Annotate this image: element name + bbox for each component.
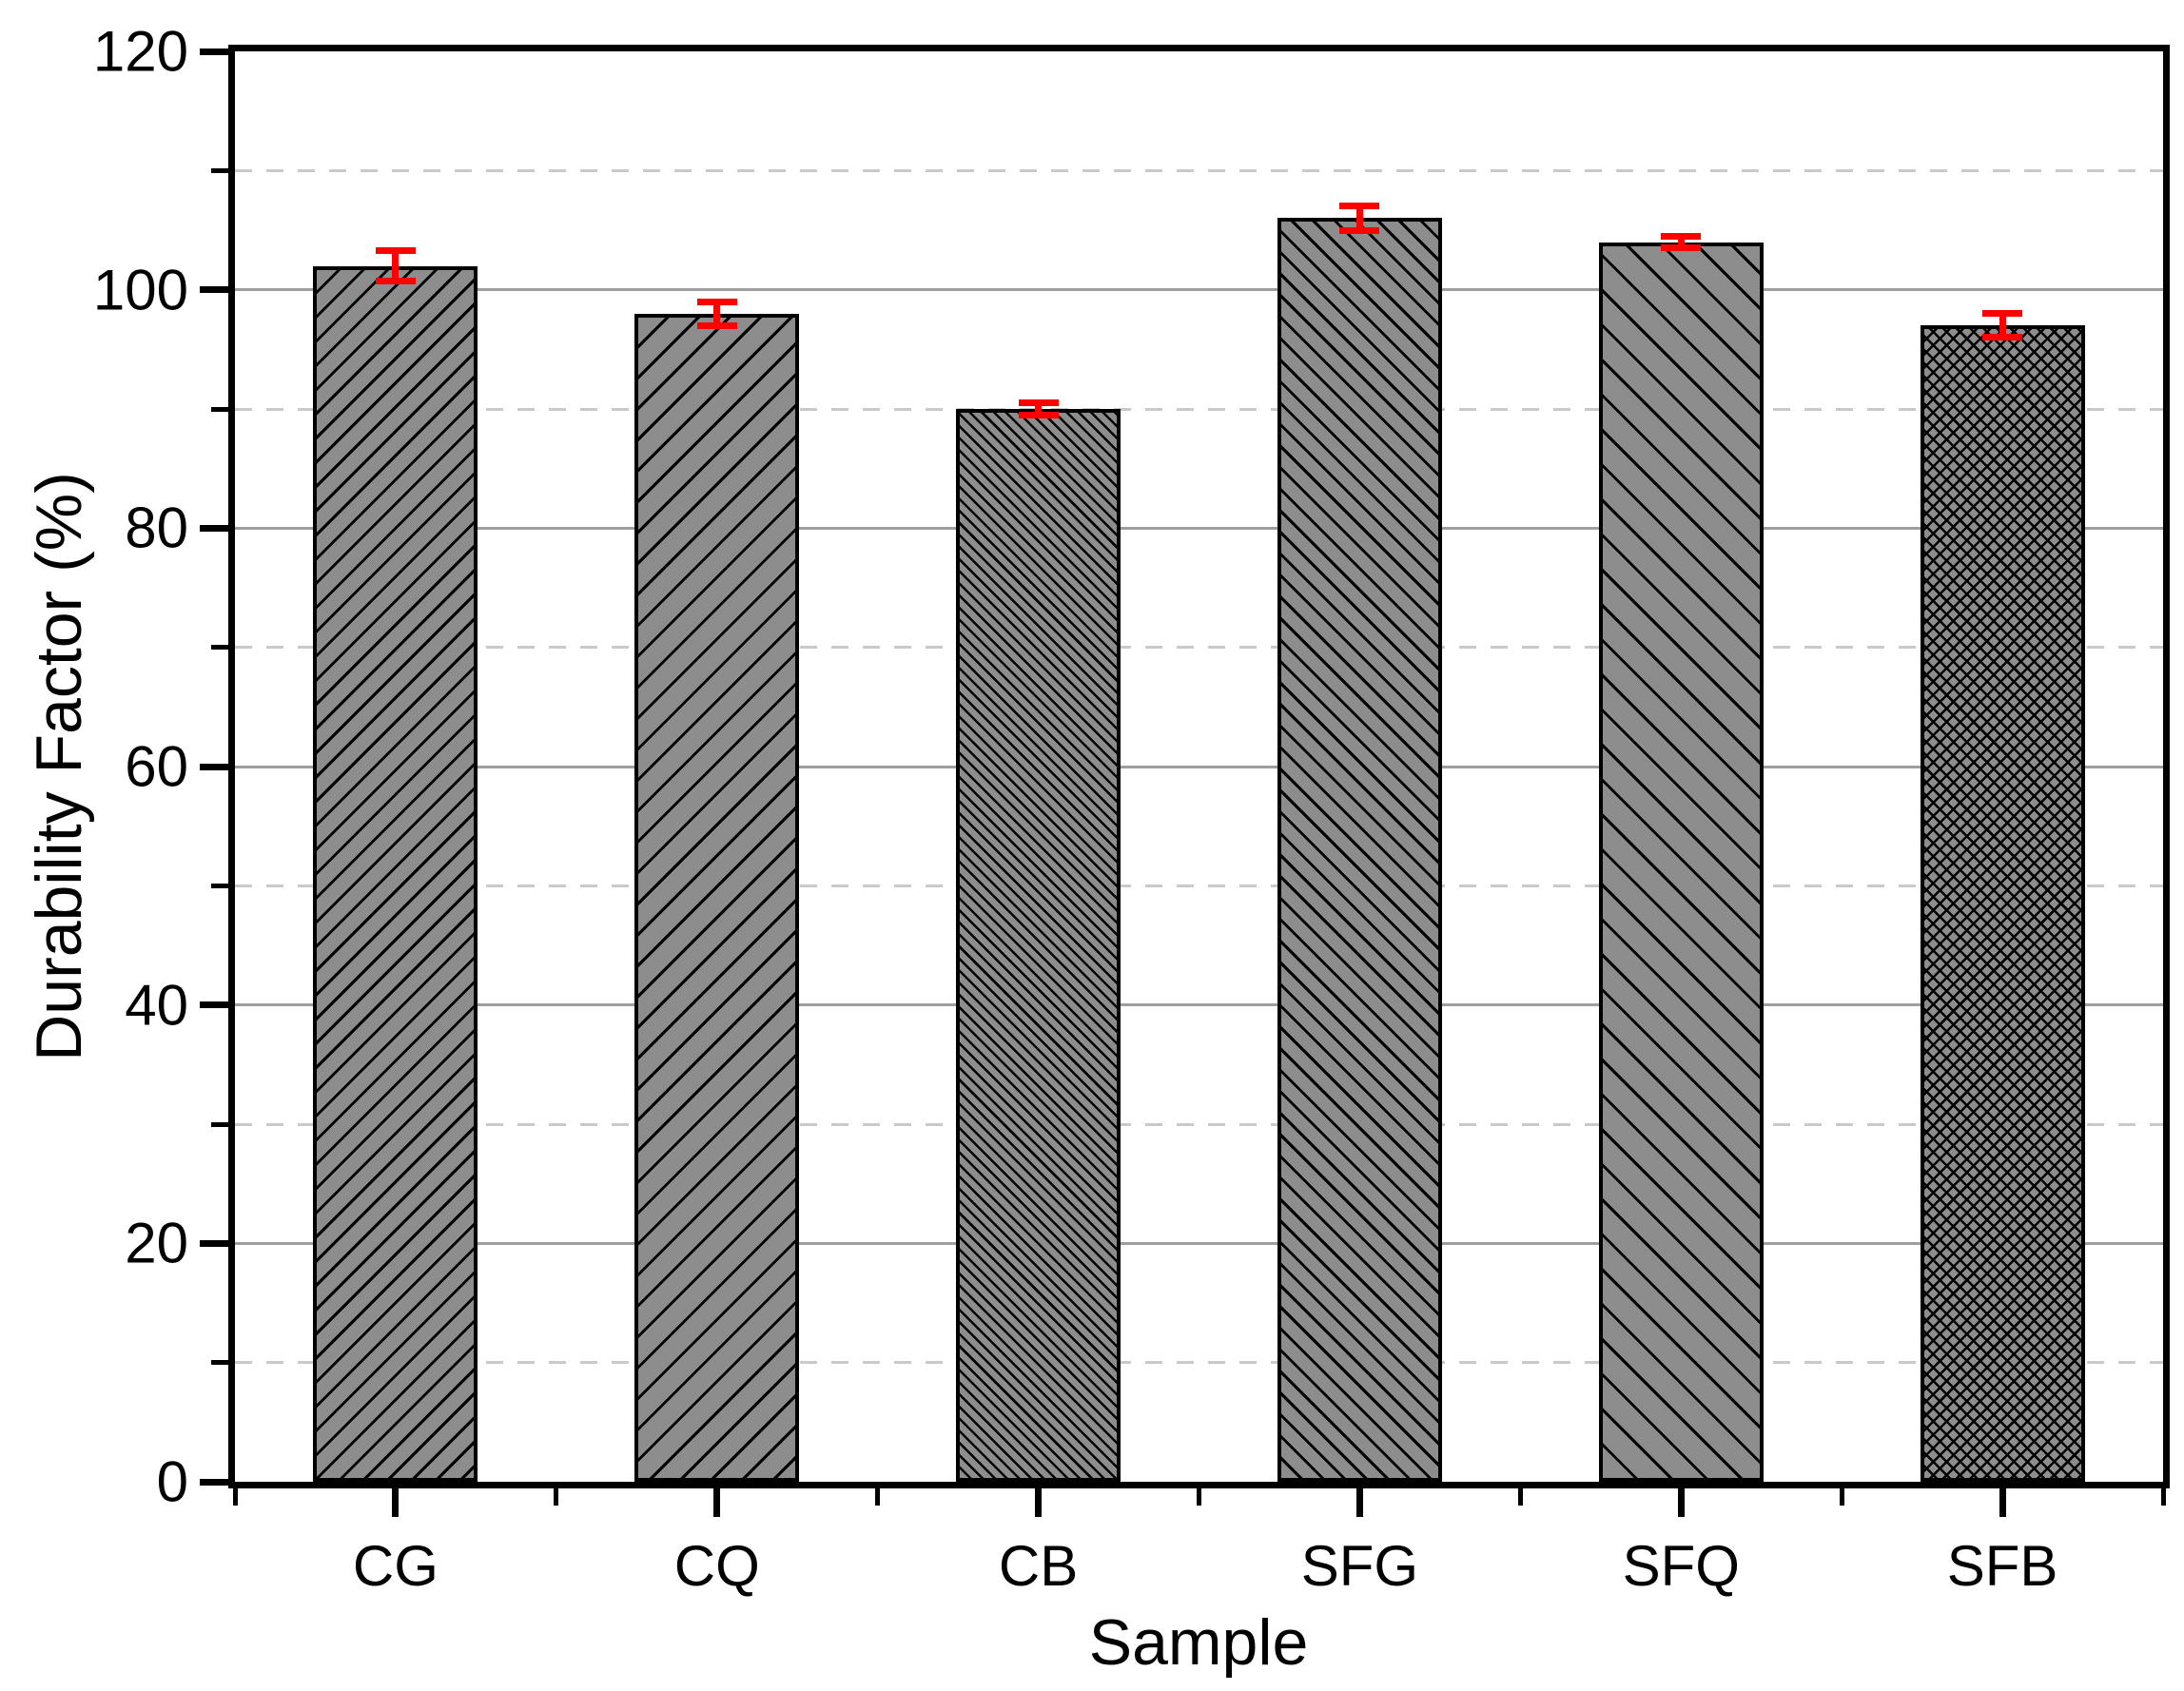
bar-sfb bbox=[1920, 325, 2085, 1482]
error-bar-cap bbox=[696, 321, 737, 329]
plot-canvas bbox=[235, 51, 2163, 1482]
y-major-tick bbox=[200, 763, 228, 770]
x-major-tick bbox=[1035, 1488, 1043, 1517]
error-bar-cap bbox=[1339, 203, 1380, 210]
error-bar-cap bbox=[1339, 226, 1380, 234]
y-tick-label: 60 bbox=[125, 734, 188, 799]
error-bar-cap bbox=[696, 298, 737, 305]
minor-gridline bbox=[235, 1361, 2163, 1365]
y-major-tick bbox=[200, 1239, 228, 1247]
error-bar-stem bbox=[392, 250, 400, 282]
error-bar-cap bbox=[1661, 244, 1702, 252]
y-minor-tick bbox=[211, 883, 228, 888]
major-gridline bbox=[235, 1241, 2163, 1245]
x-minor-tick bbox=[2160, 1488, 2166, 1506]
y-tick-label: 40 bbox=[125, 973, 188, 1038]
x-minor-tick bbox=[232, 1488, 238, 1506]
bar-sfg bbox=[1277, 218, 1442, 1482]
bar-cq bbox=[634, 313, 800, 1482]
x-minor-tick bbox=[1197, 1488, 1201, 1506]
y-major-tick bbox=[200, 48, 228, 55]
x-axis-title: Sample bbox=[1088, 1606, 1309, 1679]
y-tick-label: 20 bbox=[125, 1211, 188, 1275]
x-major-tick bbox=[1999, 1488, 2006, 1517]
y-tick-label: 100 bbox=[92, 258, 188, 322]
x-major-tick bbox=[1677, 1488, 1685, 1517]
bar-sfq bbox=[1598, 242, 1764, 1482]
x-major-tick bbox=[713, 1488, 721, 1517]
error-bar-stem bbox=[1355, 205, 1363, 230]
x-major-tick bbox=[1355, 1488, 1363, 1517]
x-minor-tick bbox=[554, 1488, 559, 1506]
x-minor-tick bbox=[875, 1488, 881, 1506]
error-bar-stem bbox=[713, 301, 721, 326]
bar-cb bbox=[956, 409, 1121, 1482]
error-bar-stem bbox=[1677, 236, 1685, 248]
y-minor-tick bbox=[211, 1360, 228, 1366]
y-minor-tick bbox=[211, 645, 228, 651]
error-bar-cap bbox=[1982, 334, 2023, 341]
y-minor-tick bbox=[211, 1121, 228, 1127]
major-gridline bbox=[235, 1003, 2163, 1007]
x-tick-label-sfg: SFG bbox=[1300, 1534, 1419, 1598]
x-tick-label-cg: CG bbox=[352, 1534, 439, 1598]
error-bar-stem bbox=[1035, 402, 1043, 416]
x-minor-tick bbox=[1517, 1488, 1523, 1506]
x-major-tick bbox=[392, 1488, 400, 1517]
y-minor-tick bbox=[211, 167, 228, 173]
error-bar-stem bbox=[1999, 313, 2006, 338]
x-tick-label-cb: CB bbox=[998, 1534, 1079, 1598]
y-major-tick bbox=[200, 524, 228, 532]
error-bar-cap bbox=[1661, 232, 1702, 240]
error-bar-cap bbox=[1018, 399, 1059, 407]
x-tick-label-cq: CQ bbox=[673, 1534, 760, 1598]
error-bar-cap bbox=[375, 246, 416, 254]
minor-gridline bbox=[235, 407, 2163, 411]
error-bar-cap bbox=[1982, 310, 2023, 318]
major-gridline bbox=[235, 526, 2163, 530]
x-minor-tick bbox=[1839, 1488, 1844, 1506]
y-major-tick bbox=[200, 286, 228, 294]
minor-gridline bbox=[235, 168, 2163, 172]
major-gridline bbox=[235, 288, 2163, 292]
y-major-tick bbox=[200, 1478, 228, 1486]
bar-cg bbox=[313, 265, 478, 1482]
y-minor-tick bbox=[211, 406, 228, 412]
y-major-tick bbox=[200, 1001, 228, 1009]
minor-gridline bbox=[235, 884, 2163, 887]
y-tick-label: 80 bbox=[125, 496, 188, 560]
error-bar-cap bbox=[1018, 411, 1059, 418]
minor-gridline bbox=[235, 646, 2163, 650]
y-tick-label: 120 bbox=[92, 19, 188, 84]
x-tick-label-sfb: SFB bbox=[1946, 1534, 2058, 1598]
major-gridline bbox=[235, 765, 2163, 768]
y-tick-label: 0 bbox=[156, 1449, 188, 1514]
x-tick-label-sfq: SFQ bbox=[1622, 1534, 1740, 1598]
error-bar-cap bbox=[375, 278, 416, 285]
plot-area bbox=[228, 45, 2170, 1488]
minor-gridline bbox=[235, 1122, 2163, 1126]
